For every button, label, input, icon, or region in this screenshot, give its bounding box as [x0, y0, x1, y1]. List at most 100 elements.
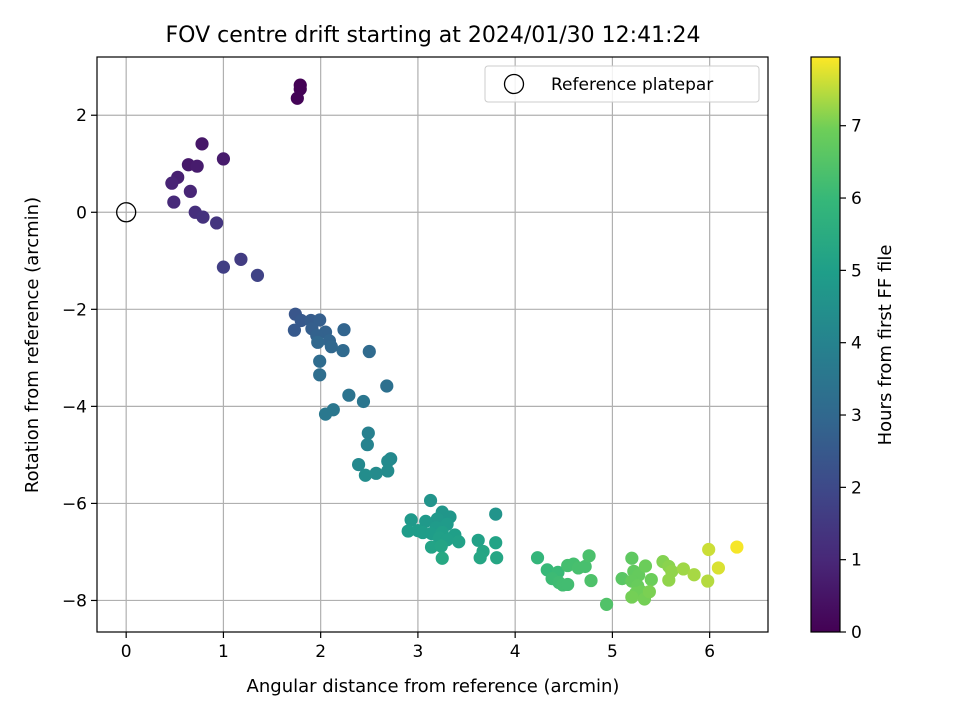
- data-point: [490, 551, 504, 565]
- chart-title: FOV centre drift starting at 2024/01/30 …: [166, 23, 701, 48]
- data-point: [358, 468, 372, 482]
- colorbar-gradient: [810, 56, 841, 633]
- y-tick-label: 0: [76, 203, 87, 223]
- data-point: [687, 568, 701, 582]
- data-point: [167, 195, 181, 209]
- data-point: [216, 152, 231, 166]
- data-point: [424, 540, 439, 554]
- data-point: [662, 573, 676, 587]
- data-point: [582, 549, 596, 563]
- data-point: [473, 551, 487, 565]
- data-point: [702, 542, 716, 557]
- data-point: [644, 572, 658, 587]
- data-point: [195, 137, 209, 151]
- data-point: [434, 539, 448, 553]
- y-tick-label: −4: [62, 397, 87, 417]
- data-point: [318, 407, 333, 421]
- data-point: [290, 91, 304, 105]
- plot-frame: [96, 56, 769, 633]
- colorbar-label: Hours from first FF file: [875, 245, 896, 446]
- data-point: [351, 457, 366, 472]
- data-point: [234, 252, 248, 266]
- reference-platepar-marker: [116, 202, 137, 223]
- data-point: [342, 388, 356, 402]
- data-point: [404, 513, 418, 527]
- colorbar-tick-label: 7: [851, 117, 862, 137]
- data-point: [730, 540, 744, 554]
- data-point: [313, 354, 327, 368]
- y-tick-label: −2: [62, 300, 87, 320]
- y-axis-label: Rotation from reference (arcmin): [22, 197, 43, 493]
- legend-box: [484, 65, 760, 103]
- colorbar-tick-label: 2: [851, 478, 862, 498]
- data-point: [313, 368, 327, 382]
- data-point: [578, 559, 592, 574]
- data-point: [435, 551, 449, 565]
- x-tick-label: 0: [121, 642, 132, 662]
- data-point: [313, 313, 327, 327]
- x-axis-label: Angular distance from reference (arcmin): [247, 676, 620, 697]
- x-axis-ticks: 0 1 2 3 4 5 6: [121, 632, 715, 662]
- data-point: [324, 340, 338, 354]
- data-point: [530, 551, 545, 565]
- data-point: [471, 533, 485, 547]
- data-point: [294, 313, 308, 328]
- data-point: [190, 159, 204, 173]
- colorbar-tick-label: 6: [851, 189, 862, 209]
- data-point: [381, 454, 395, 468]
- reference-marker-layer: [116, 202, 137, 223]
- x-tick-label: 2: [315, 642, 326, 662]
- data-point: [356, 394, 371, 409]
- data-point: [423, 493, 438, 508]
- legend: Reference platepar: [484, 65, 760, 103]
- data-point: [625, 551, 639, 565]
- x-tick-label: 5: [607, 642, 618, 662]
- x-tick-label: 4: [510, 642, 521, 662]
- data-point: [419, 514, 433, 528]
- colorbar-tick-label: 1: [851, 551, 862, 571]
- colorbar-ticks: 0 1 2 3 4 5 6 7: [840, 117, 862, 643]
- data-point: [701, 574, 715, 588]
- data-point: [642, 585, 656, 599]
- data-point: [638, 559, 653, 573]
- x-tick-label: 1: [218, 642, 229, 662]
- data-point: [183, 184, 197, 199]
- colorbar-tick-label: 5: [851, 261, 862, 281]
- data-point: [360, 438, 374, 452]
- data-point: [381, 464, 395, 478]
- y-tick-label: −8: [62, 591, 87, 611]
- data-point: [401, 524, 415, 538]
- data-point: [196, 210, 210, 224]
- data-point: [216, 260, 231, 274]
- data-point: [452, 535, 466, 549]
- colorbar-tick-label: 3: [851, 406, 862, 426]
- data-point: [210, 216, 224, 230]
- y-axis-ticks: 2 0 −2 −4 −6 −8: [62, 106, 97, 611]
- grid: [97, 57, 768, 632]
- legend-marker: [503, 73, 525, 95]
- y-tick-label: 2: [76, 106, 87, 126]
- data-point: [380, 379, 394, 393]
- colorbar: 0 1 2 3 4 5 6 7 Hours from first FF file: [810, 56, 896, 643]
- data-point: [561, 577, 575, 592]
- data-point: [489, 536, 503, 550]
- data-points: [165, 78, 744, 611]
- data-point: [711, 561, 726, 575]
- data-point: [336, 343, 350, 358]
- data-point: [369, 466, 383, 480]
- data-point: [599, 597, 614, 611]
- y-tick-label: −6: [62, 494, 87, 514]
- data-point: [584, 573, 598, 588]
- data-point: [165, 176, 179, 190]
- data-point: [361, 426, 375, 440]
- data-point: [489, 507, 503, 521]
- colorbar-tick-label: 0: [851, 623, 862, 643]
- data-point: [337, 323, 351, 337]
- x-tick-label: 3: [412, 642, 423, 662]
- data-point: [311, 335, 325, 349]
- data-point: [676, 562, 690, 576]
- legend-label: Reference platepar: [551, 75, 713, 95]
- data-point: [362, 344, 376, 359]
- x-tick-label: 6: [704, 642, 715, 662]
